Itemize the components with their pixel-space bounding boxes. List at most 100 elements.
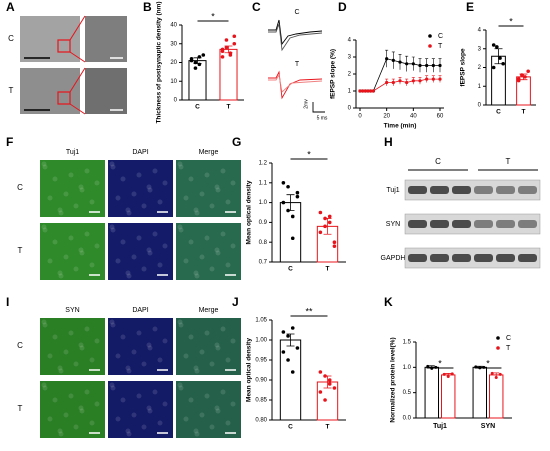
texture <box>120 176 126 182</box>
texture <box>73 203 79 209</box>
y-tick-label: 1.0 <box>403 365 412 371</box>
traces <box>268 19 325 113</box>
micrograph <box>108 318 173 375</box>
x-tick-label: T <box>227 104 231 111</box>
texture <box>58 368 64 374</box>
y-axis-label: fEPSP slope (%) <box>330 49 337 99</box>
texture <box>183 416 189 422</box>
blot-band <box>496 254 515 262</box>
texture <box>42 227 48 233</box>
texture <box>115 353 121 359</box>
texture <box>68 330 74 336</box>
error-bar <box>286 333 295 347</box>
y-tick-label: 0.95 <box>255 358 267 364</box>
texture <box>194 368 200 374</box>
y-tick-label: 1.5 <box>403 340 412 346</box>
column-label: Tuj1 <box>66 149 79 156</box>
legend-label: C <box>438 33 443 40</box>
blot-band <box>430 186 449 194</box>
texture <box>52 334 58 340</box>
data-point <box>281 350 286 354</box>
texture <box>125 270 131 276</box>
texture <box>141 424 147 430</box>
texture <box>220 168 226 174</box>
column-label: DAPI <box>132 149 148 156</box>
panel-label: B <box>143 0 152 14</box>
texture <box>52 397 58 403</box>
texture <box>58 210 64 216</box>
texture <box>47 416 53 422</box>
texture <box>47 195 53 201</box>
panel-label: J <box>232 295 239 309</box>
micrograph <box>108 223 173 280</box>
texture <box>73 266 79 272</box>
y-tick-label: 1.0 <box>259 200 268 206</box>
texture <box>209 203 215 209</box>
panel-label: A <box>6 0 15 14</box>
data-point <box>498 56 502 60</box>
texture <box>126 368 132 374</box>
y-tick-label: 4 <box>348 38 352 44</box>
texture <box>188 239 194 245</box>
texture <box>214 342 220 348</box>
y-tick-label: 0.80 <box>255 418 267 424</box>
texture <box>41 382 47 388</box>
texture <box>178 164 184 170</box>
data-point <box>442 372 446 376</box>
texture <box>188 397 194 403</box>
blot-band <box>408 186 427 194</box>
texture <box>94 401 100 407</box>
texture <box>199 349 205 355</box>
data-point <box>418 79 422 83</box>
row-label: C <box>17 183 23 192</box>
data-point <box>332 244 337 248</box>
texture <box>58 273 64 279</box>
texture <box>193 428 199 434</box>
blot-band <box>452 186 471 194</box>
zoom-line <box>69 51 86 63</box>
texture <box>131 254 137 260</box>
texture <box>42 164 48 170</box>
data-point <box>405 62 409 66</box>
data-point <box>405 80 409 85</box>
y-tick-label: 30 <box>170 41 177 47</box>
micrograph <box>176 381 241 438</box>
texture <box>84 231 90 237</box>
x-tick-label: 20 <box>383 114 390 120</box>
data-point <box>327 220 332 225</box>
data-point <box>411 62 415 66</box>
texture <box>94 338 100 344</box>
texture <box>215 187 221 193</box>
texture <box>209 361 215 367</box>
data-point <box>398 79 402 83</box>
data-point <box>426 364 430 368</box>
x-tick-label: C <box>288 424 293 431</box>
x-tick-label: T <box>326 424 330 431</box>
texture <box>157 357 163 363</box>
texture <box>78 342 84 348</box>
texture <box>125 207 131 213</box>
y-axis-label: Thickness of postsynaptic density (nm) <box>156 1 163 123</box>
texture <box>194 210 200 216</box>
data-point <box>332 240 337 244</box>
y-tick-label: 0.8 <box>259 240 268 246</box>
roi-box <box>57 39 71 53</box>
texture <box>84 389 90 395</box>
blot-band <box>518 254 537 262</box>
y-tick-label: 2 <box>478 65 482 71</box>
texture <box>78 184 84 190</box>
blot-band <box>518 220 537 228</box>
x-tick-label: 40 <box>410 114 417 120</box>
texture <box>146 342 152 348</box>
row-label: C <box>17 341 23 350</box>
bar <box>424 366 439 419</box>
data-point <box>323 224 327 229</box>
data-point <box>197 55 202 59</box>
blot-band <box>474 254 493 262</box>
panel-label: D <box>338 0 347 14</box>
x-tick-label: Tuj1 <box>433 423 447 430</box>
texture <box>79 250 85 256</box>
texture <box>57 365 63 371</box>
data-point <box>425 77 429 81</box>
texture <box>63 412 69 418</box>
